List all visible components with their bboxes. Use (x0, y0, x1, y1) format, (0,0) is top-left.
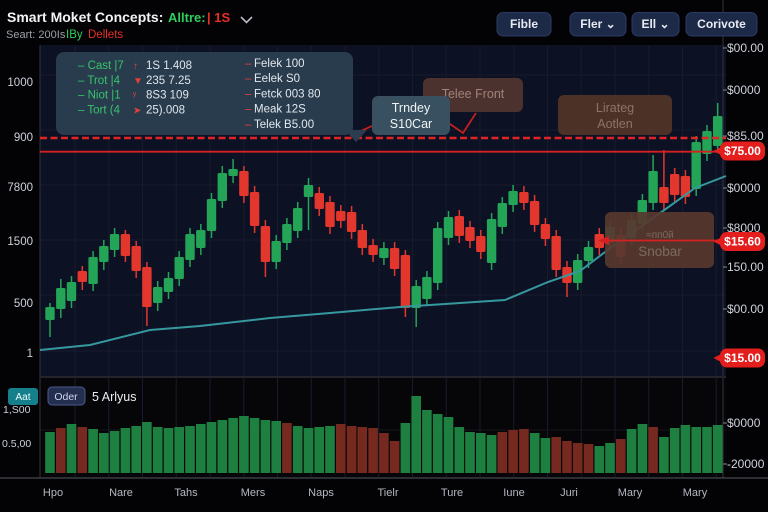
svg-text:Aat: Aat (15, 392, 30, 403)
svg-text:Mers: Mers (241, 487, 266, 499)
svg-text:↑: ↑ (133, 61, 138, 72)
svg-text:Telek B5.00: Telek B5.00 (254, 119, 314, 131)
svg-text:Ture: Ture (441, 487, 463, 499)
svg-text:5 Arlyus: 5 Arlyus (92, 390, 136, 404)
svg-text:– Cast |7: – Cast |7 (78, 60, 124, 72)
svg-text:Tahs: Tahs (174, 487, 198, 499)
svg-text:Eelek S0: Eelek S0 (254, 73, 300, 85)
svg-text:Telee Front: Telee Front (442, 87, 505, 101)
svg-text:Aotlen: Aotlen (597, 117, 632, 131)
svg-text:8S3 109: 8S3 109 (146, 90, 189, 102)
svg-text:Meak 12S: Meak 12S (254, 104, 306, 116)
svg-text:–: – (245, 58, 252, 70)
svg-text:Nare: Nare (109, 487, 133, 499)
svg-text:| 1S: | 1S (207, 10, 230, 25)
svg-text:1000: 1000 (7, 77, 33, 89)
svg-text:-20000: -20000 (727, 457, 765, 471)
svg-text:– Tort (4: – Tort (4 (78, 104, 121, 116)
svg-text:Mary: Mary (683, 487, 708, 499)
svg-text:900: 900 (14, 132, 33, 144)
svg-text:$15.60: $15.60 (724, 235, 761, 249)
svg-text:Seart: 200Is: Seart: 200Is (6, 29, 66, 41)
svg-text:7800: 7800 (7, 182, 33, 194)
svg-text:Trndey: Trndey (392, 101, 431, 115)
svg-text:➤: ➤ (133, 105, 141, 116)
svg-text:Lirateg: Lirateg (596, 101, 634, 115)
svg-text:Iune: Iune (503, 487, 524, 499)
svg-text:1S 1.408: 1S 1.408 (146, 60, 192, 72)
svg-text:$15.00: $15.00 (724, 351, 761, 365)
svg-text:S10Car: S10Car (390, 117, 432, 131)
svg-text:Fetck 003 80: Fetck 003 80 (254, 88, 320, 100)
svg-text:Oder: Oder (54, 391, 78, 403)
svg-text:$00.00: $00.00 (727, 302, 764, 316)
svg-text:1,S00: 1,S00 (3, 404, 31, 416)
svg-text:Juri: Juri (560, 487, 578, 499)
svg-text:$0000: $0000 (727, 181, 761, 195)
svg-text:Tielr: Tielr (378, 487, 399, 499)
svg-text:Dellets: Dellets (88, 29, 123, 41)
svg-text:–: – (245, 88, 252, 100)
svg-text:Naps: Naps (308, 487, 334, 499)
svg-text:$8000: $8000 (727, 221, 761, 235)
svg-text:Alltre:: Alltre: (168, 10, 206, 25)
svg-text:150.00: 150.00 (727, 260, 764, 274)
svg-text:Smart Moket Concepts:: Smart Moket Concepts: (7, 9, 163, 25)
svg-text:Fler ⌄: Fler ⌄ (580, 17, 615, 31)
svg-text:$00.00: $00.00 (727, 41, 764, 55)
svg-text:–: – (245, 104, 252, 116)
svg-text:– Trot |4: – Trot |4 (78, 75, 121, 87)
svg-text:$0000: $0000 (727, 416, 761, 430)
svg-text:ʸ: ʸ (132, 91, 137, 102)
svg-text:$0000: $0000 (727, 83, 761, 97)
svg-text:1: 1 (27, 348, 33, 360)
svg-text:Mary: Mary (618, 487, 643, 499)
svg-text:Fible: Fible (510, 17, 538, 31)
svg-text:Snobar: Snobar (638, 244, 682, 259)
svg-text:IBy: IBy (66, 29, 83, 41)
svg-text:Felek 100: Felek 100 (254, 58, 305, 70)
svg-text:–: – (245, 73, 252, 85)
svg-text:Corivote: Corivote (697, 17, 746, 31)
svg-text:25).008: 25).008 (146, 104, 185, 116)
svg-text:1500: 1500 (7, 236, 33, 248)
svg-text:0.5,00: 0.5,00 (2, 438, 31, 450)
svg-text:500: 500 (14, 298, 33, 310)
svg-text:235 7.25: 235 7.25 (146, 75, 191, 87)
svg-text:▼: ▼ (133, 76, 143, 87)
svg-text:≈пп0й: ≈пп0й (646, 230, 673, 241)
svg-text:$75.00: $75.00 (724, 144, 761, 158)
svg-text:Ell ⌄: Ell ⌄ (641, 17, 669, 31)
svg-text:– Niot |1: – Niot |1 (78, 90, 121, 102)
svg-text:Hpo: Hpo (43, 487, 63, 499)
svg-text:$85.00: $85.00 (727, 129, 764, 143)
svg-text:–: – (245, 119, 252, 131)
